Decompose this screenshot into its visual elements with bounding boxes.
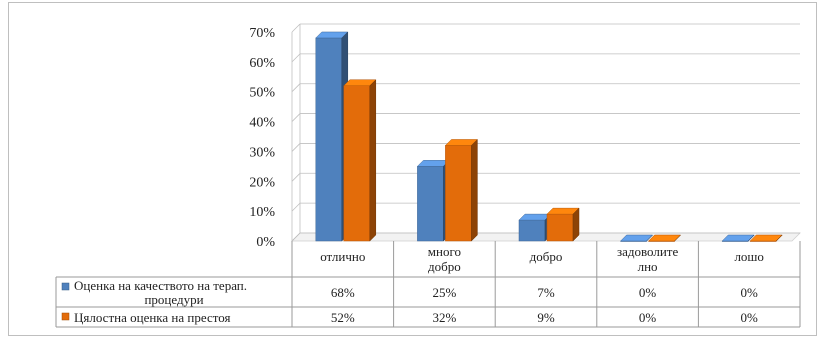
bar-2-1	[343, 79, 377, 242]
bar-front	[417, 166, 444, 242]
legend-key-2	[61, 312, 70, 321]
bar-front	[315, 37, 343, 242]
y-tick-label: 70%	[249, 26, 275, 41]
y-tick-label: 40%	[249, 116, 275, 131]
table-value: 0%	[741, 285, 759, 300]
bar-1-2	[416, 159, 451, 242]
bar-2-3	[546, 207, 580, 242]
bar-side	[646, 234, 653, 242]
bar-1-5	[721, 234, 755, 242]
gridline-depth	[291, 23, 301, 33]
bar-side	[748, 234, 755, 242]
table-value: 0%	[639, 285, 657, 300]
bar-front	[445, 145, 472, 242]
gridline-depth	[291, 232, 301, 242]
bar-front	[518, 219, 546, 242]
y-tick-label: 10%	[249, 205, 275, 220]
y-tick-label: 30%	[249, 145, 275, 160]
category-label: задоволите	[617, 244, 679, 259]
table-value: 7%	[537, 285, 555, 300]
gridline-depth	[291, 113, 301, 122]
gridline-depth	[291, 83, 301, 92]
table-value: 32%	[432, 310, 456, 325]
gridline-depth	[291, 202, 301, 212]
y-tick-label: 0%	[256, 235, 275, 250]
gridline-depth	[291, 143, 301, 152]
y-tick-label: 20%	[249, 175, 275, 190]
bar-1-3	[518, 213, 552, 242]
bar-side	[369, 79, 377, 242]
bar-2-5	[749, 234, 783, 242]
table-value: 9%	[537, 310, 555, 325]
legend-label-1: Оценка на качеството на терап.	[74, 278, 247, 293]
bar-2-4	[647, 234, 682, 242]
gridline-depth	[291, 53, 301, 63]
table-value: 52%	[331, 310, 355, 325]
y-tick-label: 50%	[249, 86, 275, 101]
bar-front	[546, 213, 574, 242]
bar-front	[343, 85, 371, 242]
bar-side	[674, 234, 681, 242]
y-tick-label: 60%	[249, 56, 275, 71]
bar-1-1	[315, 31, 349, 242]
chart-border	[8, 2, 817, 336]
table-value: 0%	[741, 310, 759, 325]
bar-2-2	[444, 138, 479, 242]
category-label: отлично	[320, 249, 365, 264]
category-label: лошо	[734, 249, 764, 264]
bar-side	[776, 234, 783, 242]
category-label: добро	[530, 249, 563, 264]
table-value: 0%	[639, 310, 657, 325]
gridline-depth	[291, 173, 301, 182]
bar-side	[471, 138, 478, 242]
bar-1-4	[619, 234, 654, 242]
category-label: добро	[428, 259, 461, 274]
category-label: лно	[638, 259, 658, 274]
category-label: много	[428, 244, 461, 259]
legend-label-2: Цялостна оценка на престоя	[74, 310, 230, 325]
table-value: 68%	[331, 285, 355, 300]
legend-label-1: процедури	[144, 292, 203, 307]
table-value: 25%	[432, 285, 456, 300]
bar-side	[572, 207, 580, 242]
legend-key-1	[61, 282, 70, 291]
